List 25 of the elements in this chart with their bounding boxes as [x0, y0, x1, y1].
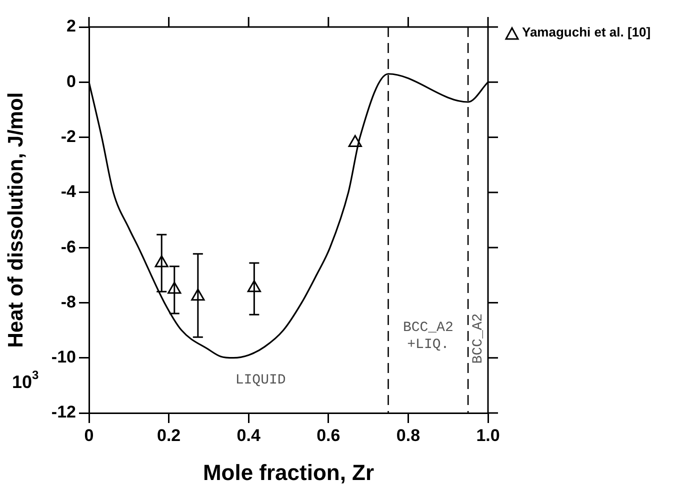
x-tick-label: 1.0	[476, 426, 500, 445]
point	[154, 255, 168, 268]
x-tick-label: 0	[84, 426, 94, 445]
x-tick-label: 0.4	[236, 426, 261, 445]
y-tick-label: 2	[66, 16, 76, 36]
y-tick-label: -4	[60, 182, 77, 202]
annotation: BCC_A2	[470, 313, 487, 364]
y-tick-label: -12	[51, 402, 76, 422]
point	[247, 280, 261, 292]
y-tick-label: -10	[51, 348, 76, 367]
annotation: LIQUID	[235, 372, 286, 389]
annotation: BCC_A2 +LIQ.	[402, 320, 454, 354]
y-tick-label: -6	[60, 237, 76, 256]
point	[168, 282, 182, 294]
y-tick-label: -2	[60, 126, 76, 146]
x-tick-label: 0.6	[316, 426, 340, 445]
x-tick-label: 0.8	[396, 426, 420, 445]
y-tick-label: 0	[66, 72, 76, 91]
legend-label: Yamaguchi et al. [10]	[522, 24, 651, 40]
y-axis-title: Heat of dissolution, J/mol	[4, 92, 28, 348]
x-axis-title: Mole fraction, Zr	[202, 460, 374, 485]
y-tick-label: -8	[60, 292, 76, 312]
point	[348, 135, 362, 148]
x-tick-label: 0.2	[156, 426, 181, 445]
point	[191, 288, 205, 301]
